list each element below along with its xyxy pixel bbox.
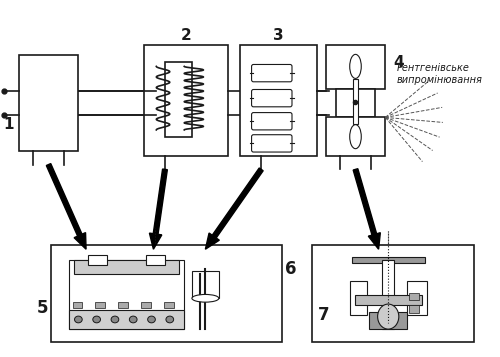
Bar xyxy=(410,305,419,313)
Bar xyxy=(408,281,426,315)
Bar xyxy=(410,292,419,300)
Polygon shape xyxy=(46,164,86,249)
Bar xyxy=(326,45,386,89)
FancyBboxPatch shape xyxy=(252,90,292,107)
Bar xyxy=(165,62,192,137)
Text: 4: 4 xyxy=(393,55,404,70)
Text: 2: 2 xyxy=(181,28,192,43)
Ellipse shape xyxy=(166,316,173,323)
Ellipse shape xyxy=(350,54,362,79)
Bar xyxy=(336,89,374,117)
Text: 7: 7 xyxy=(318,306,330,324)
Text: 5: 5 xyxy=(37,299,48,317)
Bar xyxy=(350,281,367,315)
Bar xyxy=(352,257,425,263)
Bar xyxy=(141,302,151,308)
Bar xyxy=(144,45,228,156)
Polygon shape xyxy=(150,169,168,249)
Ellipse shape xyxy=(74,316,82,323)
Bar xyxy=(96,302,105,308)
Bar xyxy=(240,45,317,156)
Bar xyxy=(52,245,282,342)
Ellipse shape xyxy=(148,316,156,323)
Text: 1: 1 xyxy=(4,117,14,132)
Bar xyxy=(369,312,408,329)
Bar xyxy=(72,302,82,308)
Bar xyxy=(118,302,128,308)
FancyBboxPatch shape xyxy=(252,65,292,82)
Bar xyxy=(68,260,184,329)
Ellipse shape xyxy=(111,316,119,323)
Bar xyxy=(68,310,184,329)
Ellipse shape xyxy=(192,295,219,302)
Bar xyxy=(164,302,173,308)
Bar xyxy=(382,260,394,329)
Ellipse shape xyxy=(350,125,362,149)
Bar xyxy=(74,260,180,274)
Bar xyxy=(326,117,386,156)
Bar xyxy=(18,55,78,151)
FancyBboxPatch shape xyxy=(252,135,292,152)
FancyBboxPatch shape xyxy=(252,112,292,130)
Polygon shape xyxy=(206,168,263,249)
Polygon shape xyxy=(352,79,358,124)
Bar xyxy=(354,295,422,305)
Ellipse shape xyxy=(93,316,100,323)
Text: Рентгенівське
випромінювання: Рентгенівське випромінювання xyxy=(397,63,483,85)
Text: 6: 6 xyxy=(286,261,297,278)
Ellipse shape xyxy=(378,304,399,329)
Bar xyxy=(192,271,219,298)
Bar xyxy=(88,255,107,265)
Bar xyxy=(312,245,474,342)
Ellipse shape xyxy=(130,316,137,323)
Text: 3: 3 xyxy=(273,28,284,43)
Bar xyxy=(146,255,165,265)
Polygon shape xyxy=(353,169,380,249)
